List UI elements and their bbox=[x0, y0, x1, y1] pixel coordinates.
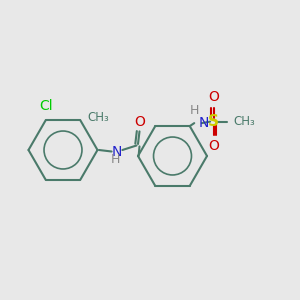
Text: Cl: Cl bbox=[39, 99, 52, 112]
Text: O: O bbox=[134, 115, 145, 129]
Text: S: S bbox=[208, 114, 219, 129]
Text: CH₃: CH₃ bbox=[234, 115, 256, 128]
Text: CH₃: CH₃ bbox=[88, 111, 110, 124]
Text: H: H bbox=[190, 104, 199, 117]
Text: N: N bbox=[112, 145, 122, 158]
Text: H: H bbox=[111, 152, 120, 166]
Text: N: N bbox=[198, 116, 208, 130]
Text: O: O bbox=[208, 139, 219, 153]
Text: O: O bbox=[208, 90, 219, 104]
